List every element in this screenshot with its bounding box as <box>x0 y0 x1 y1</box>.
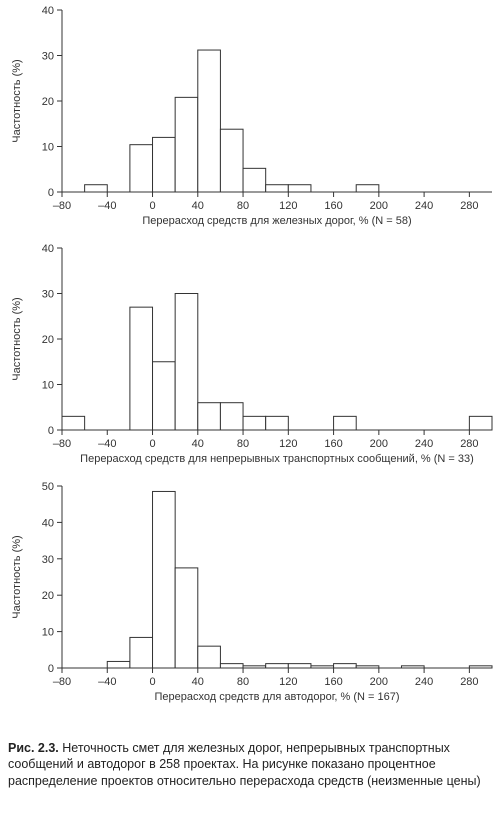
y-axis-label: Частотность (%) <box>11 59 23 142</box>
svg-text:–40: –40 <box>98 200 116 212</box>
histogram-fixed-link: 0 10 20 30 40 –80 –40 0 40 80 120 160 200 240 280 Часто… <box>0 238 500 470</box>
svg-text:20: 20 <box>42 590 54 602</box>
svg-text:80: 80 <box>237 438 249 450</box>
svg-text:240: 240 <box>415 438 433 450</box>
svg-text:–80: –80 <box>53 676 71 688</box>
svg-text:280: 280 <box>460 200 478 212</box>
svg-text:0: 0 <box>149 438 155 450</box>
svg-text:80: 80 <box>237 200 249 212</box>
svg-text:40: 40 <box>192 676 204 688</box>
svg-text:30: 30 <box>42 554 54 566</box>
svg-text:280: 280 <box>460 676 478 688</box>
svg-text:–80: –80 <box>53 438 71 450</box>
histogram-rail: 0 10 20 30 40 –80 –40 0 40 80 120 160 200 240 280 Часто… <box>0 0 500 232</box>
page: 010203040–80–4004080120160200240280Часто… <box>0 0 500 834</box>
x-axis-label: Перерасход средств для непрерывных транс… <box>80 453 474 465</box>
svg-text:40: 40 <box>192 200 204 212</box>
svg-text:30: 30 <box>42 289 54 301</box>
svg-text:0: 0 <box>149 676 155 688</box>
svg-text:0: 0 <box>48 425 54 437</box>
svg-text:40: 40 <box>42 517 54 529</box>
svg-text:160: 160 <box>324 200 342 212</box>
x-axis-label: Перерасход средств для автодорог, % (N =… <box>155 691 400 703</box>
svg-text:–80: –80 <box>53 200 71 212</box>
svg-text:40: 40 <box>42 5 54 17</box>
svg-text:10: 10 <box>42 142 54 154</box>
svg-text:120: 120 <box>279 200 297 212</box>
x-axis-label: Перерасход средств для железных дорог, %… <box>142 215 411 227</box>
svg-text:20: 20 <box>42 96 54 108</box>
caption-lead: Рис. 2.3. <box>8 741 59 755</box>
svg-text:160: 160 <box>324 676 342 688</box>
svg-text:80: 80 <box>237 676 249 688</box>
svg-text:30: 30 <box>42 51 54 63</box>
svg-text:–40: –40 <box>98 438 116 450</box>
svg-text:200: 200 <box>370 200 388 212</box>
svg-text:40: 40 <box>192 438 204 450</box>
svg-text:120: 120 <box>279 676 297 688</box>
y-axis-label: Частотность (%) <box>11 297 23 380</box>
svg-text:240: 240 <box>415 200 433 212</box>
svg-text:20: 20 <box>42 334 54 346</box>
svg-text:50: 50 <box>42 481 54 493</box>
svg-text:120: 120 <box>279 438 297 450</box>
figure-caption: Рис. 2.3. Неточность смет для железных д… <box>8 740 492 789</box>
y-axis-label: Частотность (%) <box>11 535 23 618</box>
histogram-road: 0 10 20 30 40 50 –80 –40 0 40 80 120 160 200 240 280 Час… <box>0 476 500 708</box>
svg-text:240: 240 <box>415 676 433 688</box>
svg-text:0: 0 <box>149 200 155 212</box>
svg-text:200: 200 <box>370 676 388 688</box>
svg-text:280: 280 <box>460 438 478 450</box>
svg-text:10: 10 <box>42 627 54 639</box>
svg-text:200: 200 <box>370 438 388 450</box>
svg-text:0: 0 <box>48 187 54 199</box>
svg-text:40: 40 <box>42 243 54 255</box>
svg-text:–40: –40 <box>98 676 116 688</box>
svg-text:10: 10 <box>42 380 54 392</box>
caption-text: Неточность смет для железных дорог, непр… <box>8 741 481 788</box>
svg-text:160: 160 <box>324 438 342 450</box>
svg-text:0: 0 <box>48 663 54 675</box>
